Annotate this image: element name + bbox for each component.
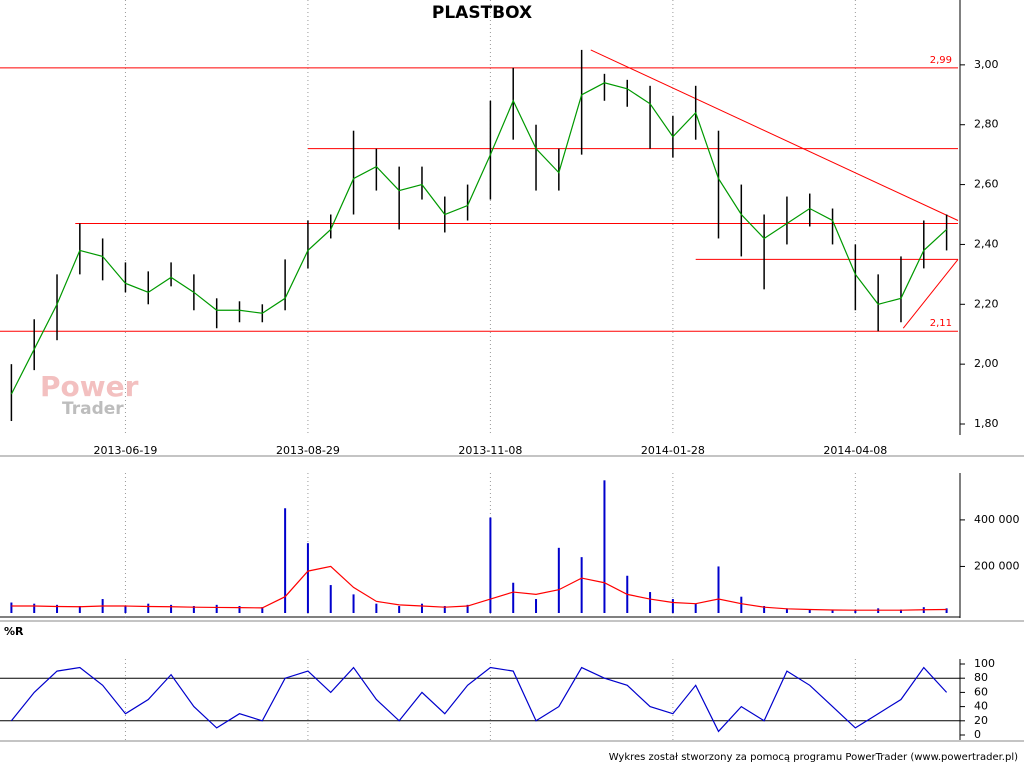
y-tick-label: 400 000: [974, 513, 1020, 526]
x-tick-label: 2014-01-28: [641, 444, 705, 457]
volume-bar: [238, 606, 241, 613]
y-tick-label: 2,00: [974, 357, 999, 370]
volume-bar: [124, 606, 127, 613]
volume-bar: [33, 603, 36, 613]
volume-bar: [899, 609, 902, 613]
x-tick-label: 2014-04-08: [823, 444, 887, 457]
chart-title: PLASTBOX: [432, 3, 532, 23]
watermark: Power: [40, 370, 139, 403]
volume-bar: [717, 566, 720, 613]
watermark: Trader: [62, 399, 124, 419]
y-tick-label: 100: [974, 657, 995, 670]
volume-bar: [785, 608, 788, 613]
y-tick-label: 1,80: [974, 417, 999, 430]
level-label: 2,99: [930, 55, 952, 66]
y-tick-label: 3,00: [974, 58, 999, 71]
volume-bar: [831, 609, 834, 613]
volume-bar: [694, 603, 697, 613]
y-tick-label: 2,60: [974, 178, 999, 191]
volume-bar: [489, 517, 492, 613]
volume-bar: [466, 604, 469, 613]
x-tick-label: 2013-11-08: [458, 444, 522, 457]
volume-bar: [649, 592, 652, 613]
volume-bar: [10, 602, 13, 613]
y-tick-label: 2,20: [974, 297, 999, 310]
y-tick-label: 40: [974, 700, 988, 713]
trend-line: [590, 49, 959, 221]
level-label: 2,11: [930, 318, 952, 329]
volume-bar: [420, 603, 423, 613]
volume-bar: [443, 606, 446, 613]
indicator-line: [10, 666, 948, 733]
volume-bar: [170, 604, 173, 613]
volume-bar: [740, 596, 743, 613]
volume-bar: [580, 557, 583, 613]
volume-bar: [671, 599, 674, 613]
y-tick-label: 20: [974, 714, 988, 727]
y-tick-label: 80: [974, 671, 988, 684]
volume-bar: [535, 599, 538, 613]
volume-bar: [603, 480, 606, 613]
x-tick-label: 2013-06-19: [93, 444, 157, 457]
trend-line: [902, 259, 959, 329]
volume-bar: [763, 606, 766, 613]
volume-bar: [398, 606, 401, 613]
volume-bar: [512, 582, 515, 613]
volume-bar: [854, 610, 857, 613]
panel-title: %R: [4, 625, 24, 638]
volume-bar: [945, 608, 948, 613]
footer: Wykres został stworzony za pomocą progra…: [609, 752, 1018, 763]
x-tick-label: 2013-08-29: [276, 444, 340, 457]
volume-bar: [215, 604, 218, 613]
y-tick-label: 2,80: [974, 118, 999, 131]
volume-bar: [306, 543, 309, 613]
volume-bar: [352, 594, 355, 613]
volume-bar: [192, 606, 195, 613]
volume-bar: [375, 603, 378, 613]
volume-bar: [56, 604, 59, 613]
y-tick-label: 200 000: [974, 559, 1020, 572]
volume-bar: [284, 508, 287, 613]
volume-bar: [329, 585, 332, 613]
volume-bar: [808, 609, 811, 613]
moving-average: [10, 82, 948, 395]
y-tick-label: 60: [974, 685, 988, 698]
volume-bar: [78, 606, 81, 613]
volume-bar: [557, 547, 560, 613]
volume-average: [11, 565, 947, 611]
volume-bar: [261, 607, 264, 613]
y-tick-label: 2,40: [974, 237, 999, 250]
y-tick-label: 0: [974, 728, 981, 741]
volume-bar: [147, 603, 150, 613]
